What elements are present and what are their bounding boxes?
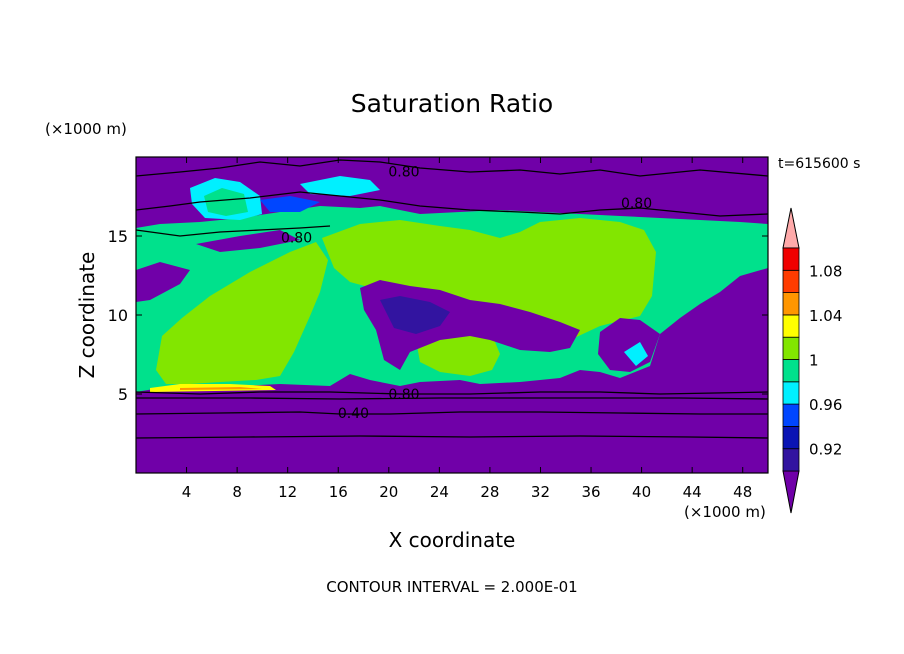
x-tick-label: 8 bbox=[232, 483, 242, 501]
field-dry-streak-2 bbox=[736, 282, 768, 312]
x-tick-label: 28 bbox=[480, 483, 499, 501]
field-right-cyan bbox=[624, 342, 648, 366]
contour-label: 0.40 bbox=[338, 406, 369, 422]
field-dry-streak-1 bbox=[136, 262, 190, 302]
colorbar-tick-label: 0.96 bbox=[809, 396, 842, 414]
contour-line-040 bbox=[136, 411, 768, 415]
contour-label: 0.80 bbox=[281, 231, 312, 247]
contour-line-base bbox=[136, 391, 768, 395]
contour-label: 0.80 bbox=[621, 196, 652, 212]
field-convective-blue bbox=[380, 296, 450, 334]
x-tick-label: 48 bbox=[733, 483, 752, 501]
contour-interval-note: CONTOUR INTERVAL = 2.000E-01 bbox=[326, 578, 577, 596]
contour-line-080-upper bbox=[136, 225, 331, 237]
contour-label: 0.80 bbox=[388, 387, 419, 403]
x-tick-label: 44 bbox=[683, 483, 702, 501]
y-axis: 5 10 15 bbox=[108, 227, 768, 404]
contour-labels: 0.80 0.80 0.80 0.80 0.40 bbox=[281, 164, 652, 422]
x-tick-label: 32 bbox=[531, 483, 550, 501]
plot-field: 0.80 0.80 0.80 0.80 0.40 bbox=[136, 157, 768, 473]
contour-line-top bbox=[136, 159, 768, 177]
contour-label: 0.80 bbox=[388, 164, 419, 180]
colorbar-segment bbox=[782, 336, 800, 360]
x-tick-label: 16 bbox=[329, 483, 348, 501]
colorbar-segment bbox=[782, 269, 800, 293]
colorbar-tick-label: 1 bbox=[809, 352, 819, 370]
field-dry-streak-3 bbox=[196, 230, 300, 252]
colorbar-under-arrow bbox=[782, 470, 800, 514]
x-tick-label: 12 bbox=[278, 483, 297, 501]
field-lower-dry-layer bbox=[136, 392, 768, 473]
colorbar-over-arrow bbox=[782, 207, 800, 249]
x-axis-label: X coordinate bbox=[389, 528, 516, 552]
colorbar-tick-label: 0.92 bbox=[809, 441, 842, 459]
y-tick-label: 10 bbox=[108, 306, 128, 325]
x-axis: 4 8 12 16 20 24 28 32 36 40 44 48 bbox=[182, 157, 752, 501]
x-tick-label: 20 bbox=[379, 483, 398, 501]
y-axis-label: Z coordinate bbox=[75, 252, 99, 379]
field-lime-left bbox=[156, 242, 328, 384]
colorbar: 0.92 0.96 1 1.04 1.08 bbox=[782, 207, 842, 514]
field-top-patch-4 bbox=[260, 196, 320, 212]
colorbar-segment bbox=[782, 314, 800, 338]
contour-line-080-lower bbox=[136, 397, 768, 400]
time-label: t=615600 s bbox=[778, 156, 860, 172]
contour-line-low bbox=[136, 435, 768, 439]
colorbar-segment bbox=[782, 359, 800, 383]
x-tick-label: 24 bbox=[430, 483, 449, 501]
colorbar-segment bbox=[782, 381, 800, 405]
field-top-patch-3 bbox=[300, 176, 380, 196]
chart-title: Saturation Ratio bbox=[351, 89, 553, 118]
y-tick-label: 15 bbox=[108, 227, 128, 246]
colorbar-segment bbox=[782, 425, 800, 450]
colorbar-segment bbox=[782, 403, 800, 427]
x-tick-label: 36 bbox=[581, 483, 600, 501]
field-lime-mid bbox=[322, 218, 656, 350]
y-tick-label: 5 bbox=[118, 385, 128, 404]
colorbar-segment bbox=[782, 292, 800, 316]
colorbar-segment bbox=[782, 247, 800, 271]
field-top-patch-2 bbox=[204, 188, 248, 216]
contour-line-upper bbox=[136, 191, 768, 217]
x-tick-label: 40 bbox=[632, 483, 651, 501]
y-axis-unit: (×1000 m) bbox=[45, 120, 127, 138]
colorbar-tick-label: 1.08 bbox=[809, 262, 842, 280]
x-tick-label: 4 bbox=[182, 483, 192, 501]
colorbar-segment bbox=[782, 448, 800, 472]
x-axis-unit: (×1000 m) bbox=[684, 503, 766, 521]
colorbar-tick-label: 1.04 bbox=[809, 307, 842, 325]
field-orange-patch bbox=[180, 387, 262, 390]
